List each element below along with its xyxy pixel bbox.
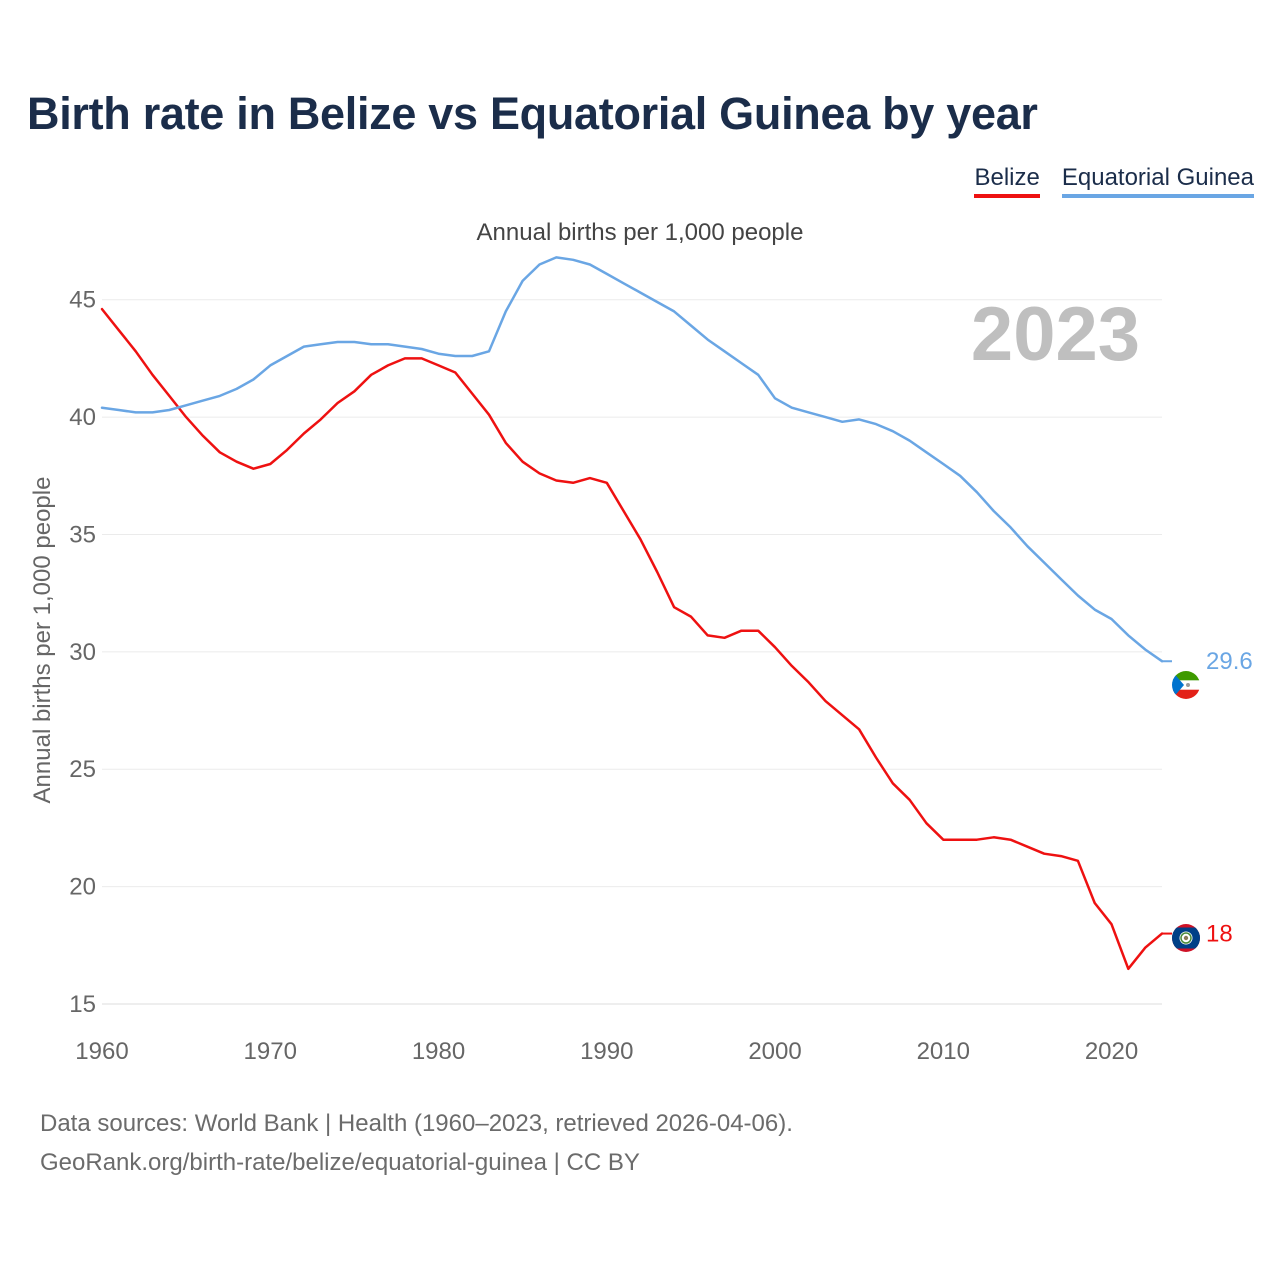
- y-tick-label: 45: [69, 287, 96, 314]
- y-axis-label: Annual births per 1,000 people: [29, 477, 56, 804]
- data-source-note: Data sources: World Bank | Health (1960–…: [40, 1110, 793, 1137]
- legend-item-equatorial-guinea[interactable]: Equatorial Guinea: [1061, 164, 1254, 198]
- y-tick-label: 35: [69, 521, 96, 548]
- series-line-equatorial-guinea[interactable]: [100, 256, 1164, 663]
- x-axis-ticks: 1960 1970 1980 1990 2000 2010 2020: [75, 1038, 1138, 1065]
- credit-link[interactable]: GeoRank.org/birth-rate/belize/equatorial…: [40, 1149, 640, 1176]
- equatorial-guinea-flag-icon: [1172, 671, 1200, 699]
- legend: Belize Equatorial Guinea: [974, 164, 1254, 198]
- chart-subtitle: Annual births per 1,000 people: [477, 219, 804, 246]
- series-end-markers: [1172, 671, 1200, 952]
- y-axis-ticks: 15 20 25 30 35 40 45: [69, 287, 96, 1018]
- series-end-labels: 18 29.6: [1206, 648, 1253, 947]
- x-tick-label: 2000: [748, 1038, 801, 1065]
- chart-title: Birth rate in Belize vs Equatorial Guine…: [27, 88, 1038, 139]
- x-tick-label: 1960: [75, 1038, 128, 1065]
- x-tick-label: 2020: [1085, 1038, 1138, 1065]
- x-tick-label: 1970: [244, 1038, 297, 1065]
- year-label: 2023: [971, 292, 1140, 377]
- y-tick-label: 20: [69, 874, 96, 901]
- y-tick-label: 40: [69, 404, 96, 431]
- footer: Data sources: World Bank | Health (1960–…: [40, 1104, 793, 1182]
- belize-flag-icon: [1172, 924, 1200, 952]
- y-tick-label: 15: [69, 991, 96, 1018]
- y-tick-label: 30: [69, 639, 96, 666]
- series-lines: [100, 256, 1172, 971]
- y-tick-label: 25: [69, 756, 96, 783]
- x-tick-label: 2010: [917, 1038, 970, 1065]
- gridlines: [102, 299, 1162, 1005]
- series-line-belize[interactable]: [100, 307, 1164, 971]
- series-end-label-equatorial-guinea: 29.6: [1206, 648, 1253, 675]
- legend-item-belize[interactable]: Belize: [974, 164, 1040, 198]
- series-end-label-belize: 18: [1206, 921, 1233, 948]
- x-tick-label: 1990: [580, 1038, 633, 1065]
- x-tick-label: 1980: [412, 1038, 465, 1065]
